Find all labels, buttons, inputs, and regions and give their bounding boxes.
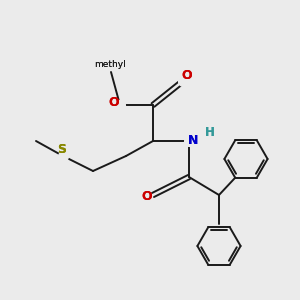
Text: methyl: methyl bbox=[94, 60, 125, 69]
Text: methyl: methyl bbox=[94, 60, 125, 69]
Text: S: S bbox=[58, 143, 67, 156]
Text: H: H bbox=[205, 125, 215, 139]
Text: N: N bbox=[188, 134, 198, 147]
Text: H: H bbox=[205, 125, 215, 139]
Text: O: O bbox=[141, 190, 152, 203]
Text: O: O bbox=[108, 95, 119, 109]
Text: O: O bbox=[181, 69, 192, 82]
Text: S: S bbox=[58, 143, 67, 156]
Text: N: N bbox=[188, 134, 198, 147]
Text: O: O bbox=[141, 190, 152, 203]
Text: O: O bbox=[181, 69, 192, 82]
Text: O: O bbox=[108, 95, 119, 109]
